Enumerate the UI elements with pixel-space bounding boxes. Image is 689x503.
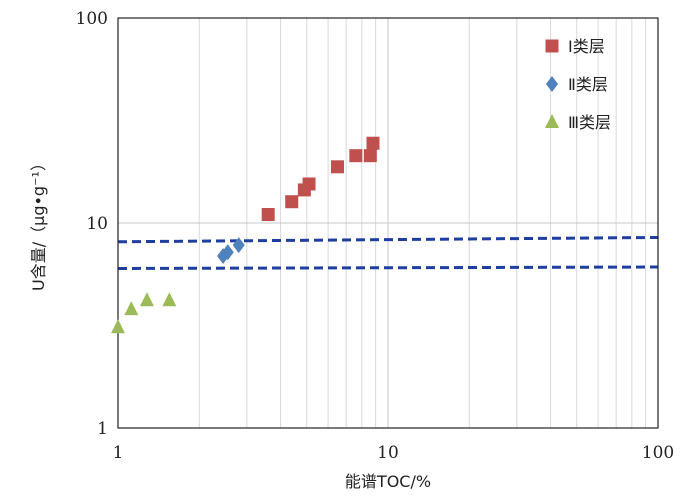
data-point — [217, 248, 230, 265]
data-point — [366, 136, 380, 150]
data-point — [285, 195, 299, 209]
data-point — [139, 292, 154, 307]
x-tick-label: 10 — [377, 443, 399, 463]
legend-marker — [546, 76, 558, 92]
reference-line — [117, 265, 659, 270]
tick-labels: 1 10 100 1 10 100 — [76, 9, 675, 463]
y-tick-label: 1 — [97, 419, 108, 439]
legend-label: Ⅲ类层 — [568, 113, 611, 132]
data-point — [221, 244, 234, 261]
x-tick-label: 1 — [113, 443, 124, 463]
y-axis-label: U含量/（μg•g⁻¹） — [29, 155, 48, 291]
data-point — [330, 160, 344, 174]
plot-frame — [117, 17, 659, 429]
data-point — [349, 149, 363, 163]
reference-lines — [117, 235, 659, 270]
legend-label: Ⅱ类层 — [568, 75, 608, 94]
data-point — [261, 208, 275, 222]
legend: Ⅰ类层 Ⅱ类层 Ⅲ类层 — [545, 37, 611, 132]
data-point — [302, 177, 316, 191]
x-axis-label: 能谱TOC/% — [345, 472, 431, 491]
legend-marker — [545, 114, 559, 128]
data-point — [111, 319, 125, 334]
data-point — [124, 301, 139, 316]
reference-line — [117, 235, 659, 244]
data-point — [232, 237, 245, 254]
data-point — [162, 292, 177, 307]
legend-marker — [545, 39, 559, 53]
y-tick-label: 10 — [86, 214, 108, 234]
data-point — [363, 149, 377, 163]
x-tick-label: 100 — [642, 443, 674, 463]
y-tick-label: 100 — [76, 9, 108, 29]
data-points — [111, 136, 380, 334]
legend-label: Ⅰ类层 — [568, 37, 605, 56]
